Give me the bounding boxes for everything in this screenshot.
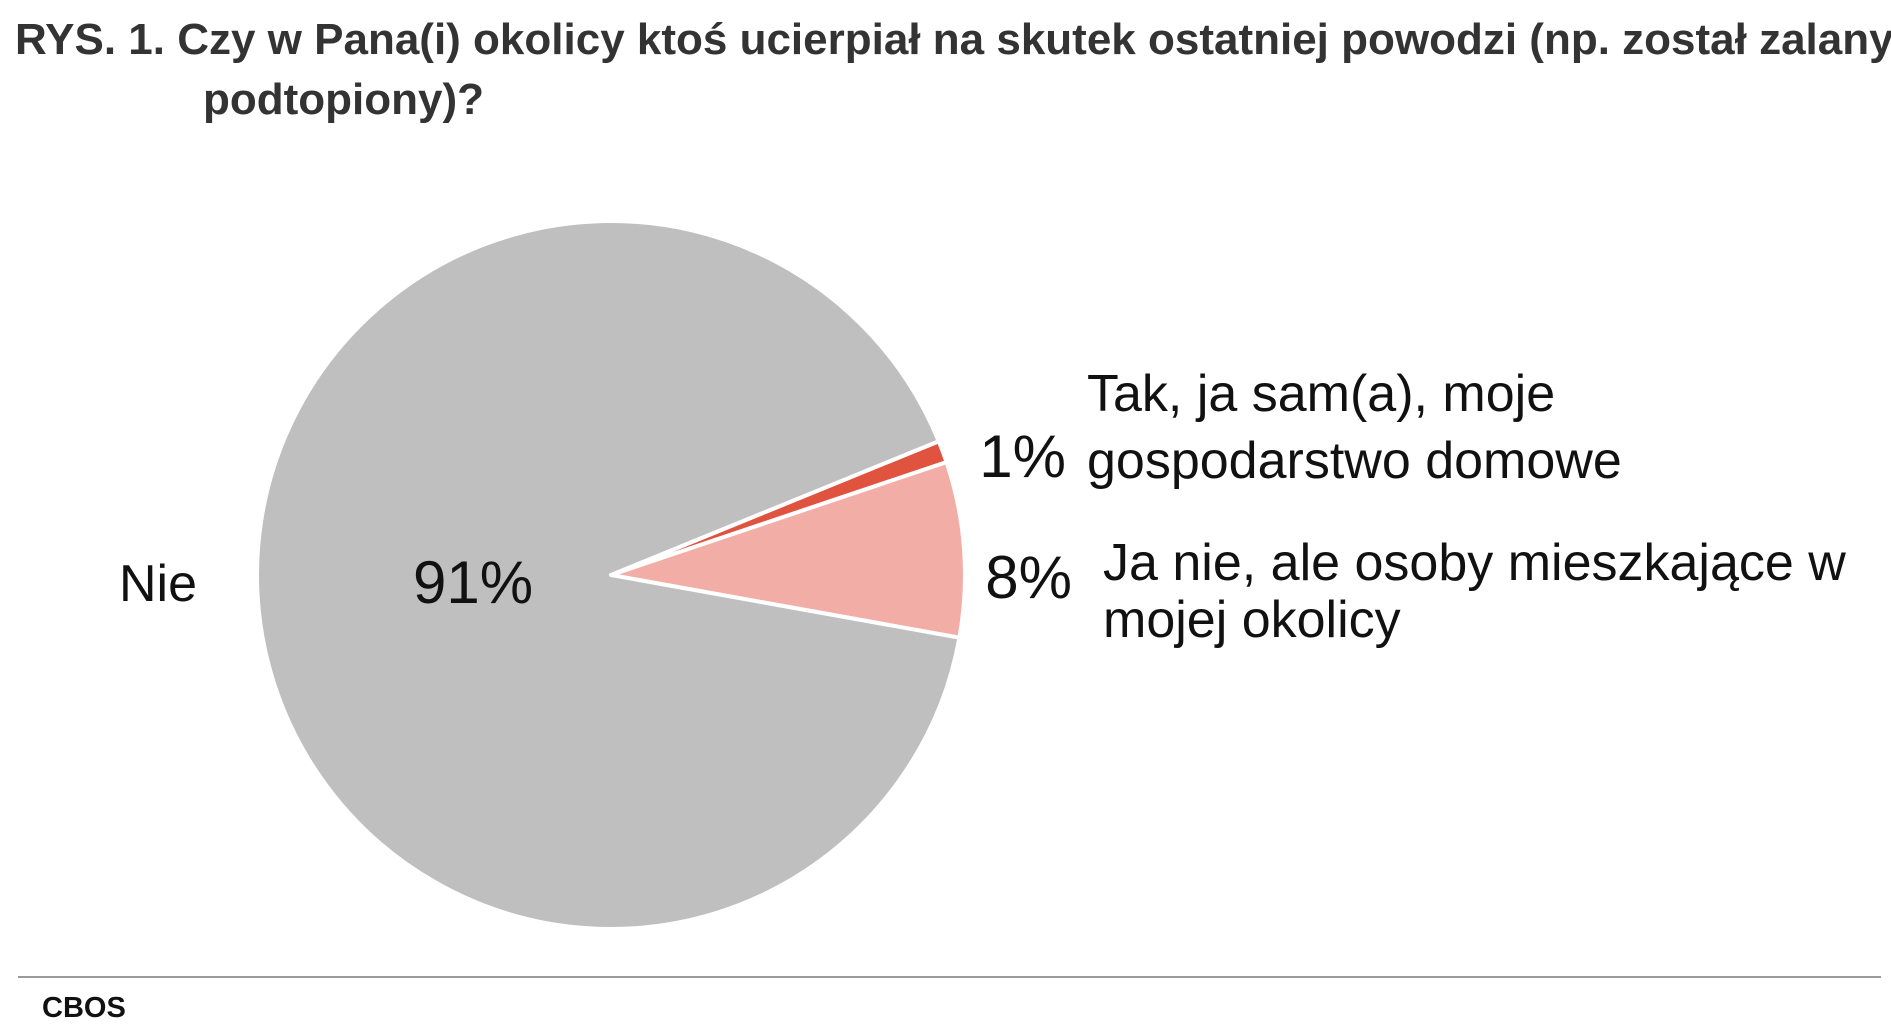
value-label: 91% [413,549,533,616]
value-label: 1% [979,423,1066,490]
pie-slice [609,460,967,640]
category-label: Nie [119,555,198,613]
category-label: Tak, ja sam(a), moje gospodarstwo domowe [1087,365,1622,490]
pie-slice [255,219,962,931]
value-label: 8% [985,544,1072,611]
chart-title: RYS. 1. Czy w Pana(i) okolicy ktoś ucier… [15,15,1891,124]
source: CBOS [42,992,126,1024]
category-label: Ja nie, ale osoby mieszkające w mojej ok… [1103,534,1846,649]
